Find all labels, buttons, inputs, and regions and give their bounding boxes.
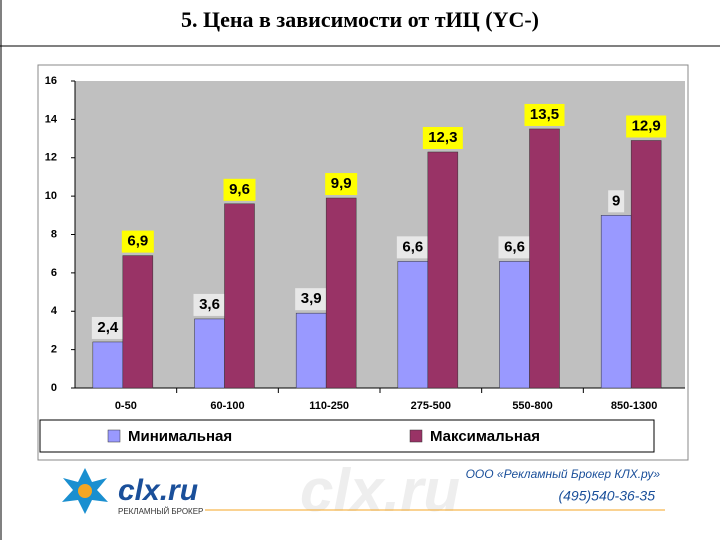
y-tick-label: 8	[51, 228, 57, 240]
value-label-bg	[91, 316, 124, 339]
x-tick-label: 550-800	[512, 400, 552, 412]
value-label-bg	[396, 236, 429, 259]
legend-label: Максимальная	[430, 428, 540, 445]
y-tick-label: 6	[51, 267, 57, 279]
bar	[325, 197, 357, 389]
bar	[92, 341, 124, 389]
y-tick-label: 10	[45, 190, 57, 202]
y-tick-label: 14	[45, 113, 58, 125]
chart-title: 5. Цена в зависимости от тИЦ (YC-)	[181, 7, 539, 32]
bar	[122, 255, 154, 389]
value-label-bg	[295, 288, 328, 311]
logo-dot	[78, 484, 92, 498]
value-label-bg	[325, 173, 358, 196]
bar	[529, 128, 560, 389]
value-label-bg	[121, 230, 154, 253]
legend-swatch	[107, 429, 121, 443]
bar	[630, 140, 662, 389]
x-tick-label: 110-250	[309, 400, 349, 412]
value-label: 6,6	[402, 238, 423, 255]
value-label: 12,3	[428, 129, 457, 146]
value-label-bg	[498, 236, 531, 259]
value-label: 9,9	[331, 175, 352, 192]
legend-swatch	[409, 429, 423, 443]
logo-subtitle: РЕКЛАМНЫЙ БРОКЕР	[118, 507, 203, 516]
value-label: 2,4	[97, 319, 119, 336]
value-label: 6,6	[504, 238, 525, 255]
bar	[224, 203, 255, 389]
bar	[427, 151, 459, 389]
y-tick-label: 16	[45, 75, 57, 87]
x-tick-label: 850-1300	[611, 400, 658, 412]
value-label-bg	[626, 115, 667, 138]
x-tick-label: 0-50	[115, 400, 137, 412]
bar	[194, 318, 225, 389]
value-label: 3,6	[199, 296, 220, 313]
value-label-bg	[422, 126, 463, 149]
value-label: 13,5	[530, 106, 559, 123]
y-tick-label: 12	[45, 152, 57, 164]
phone: (495)540-36-35	[558, 488, 655, 504]
y-tick-label: 0	[51, 382, 57, 394]
logo-text: clx.ru	[118, 474, 198, 507]
value-label-bg	[223, 178, 256, 201]
bar	[295, 312, 327, 389]
plot-area	[75, 81, 685, 388]
legend-box	[39, 419, 655, 453]
bar	[499, 261, 530, 389]
value-label-bg	[608, 190, 625, 213]
value-label-bg	[524, 103, 565, 126]
value-label-bg	[193, 293, 226, 316]
y-tick-label: 2	[51, 344, 57, 356]
value-label: 9	[612, 192, 620, 209]
value-label: 3,9	[301, 290, 322, 307]
value-label: 9,6	[229, 181, 250, 198]
value-label: 12,9	[632, 117, 661, 134]
logo	[62, 468, 108, 514]
bar	[600, 215, 632, 389]
bar	[397, 261, 429, 389]
legend-label: Минимальная	[128, 428, 232, 445]
x-tick-label: 275-500	[411, 400, 451, 412]
watermark: clx.ru	[300, 457, 460, 524]
x-tick-label: 60-100	[210, 400, 244, 412]
y-tick-label: 4	[51, 305, 58, 317]
company: ООО «Рекламный Брокер КЛХ.ру»	[466, 467, 661, 481]
value-label: 6,9	[127, 233, 148, 250]
